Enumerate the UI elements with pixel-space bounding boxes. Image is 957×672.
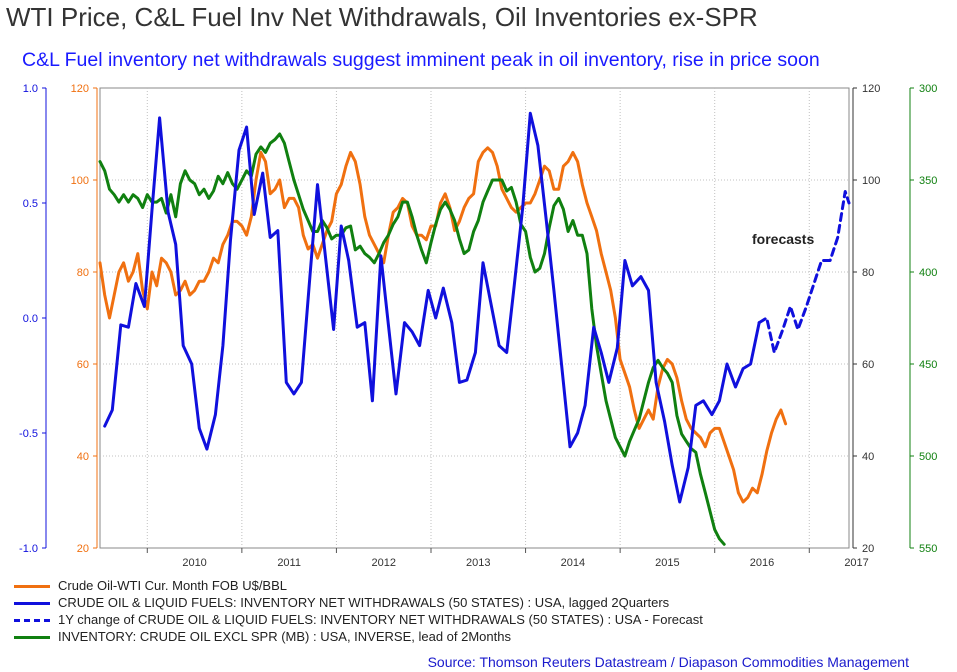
legend-item-inventory: INVENTORY: CRUDE OIL EXCL SPR (MB) : USA… — [14, 628, 703, 645]
legend-swatch-orange — [14, 585, 50, 589]
series-line-inventory — [98, 132, 726, 546]
source-note: Source: Thomson Reuters Datastream / Dia… — [427, 654, 909, 670]
series-layer — [98, 111, 851, 546]
forecasts-annotation: forecasts — [752, 231, 814, 247]
x-tick-label: 2015 — [655, 557, 679, 569]
x-tick-label: 2017 — [844, 557, 868, 569]
y-tick-label-black: 100 — [862, 175, 880, 187]
y-tick-label-green: 300 — [919, 83, 937, 95]
y-tick-label-green: 450 — [919, 359, 937, 371]
y-tick-label-black: 40 — [862, 451, 874, 463]
y-tick-label-orange: 80 — [77, 267, 89, 279]
x-tick-label: 2011 — [277, 557, 301, 569]
y-tick-label-orange: 120 — [71, 83, 89, 95]
legend-swatch-blue — [14, 602, 50, 606]
x-tick-label: 2012 — [371, 557, 395, 569]
legend-label: 1Y change of CRUDE OIL & LIQUID FUELS: I… — [58, 612, 703, 627]
y-tick-label-black: 120 — [862, 83, 880, 95]
y-tick-label-orange: 100 — [71, 175, 89, 187]
series-line-withdrawals — [103, 111, 761, 504]
y-tick-label-blue: -1.0 — [19, 543, 38, 555]
y-tick-label-blue: 1.0 — [23, 83, 38, 95]
y-tick-label-black: 20 — [862, 543, 874, 555]
x-tick-label: 2010 — [182, 557, 206, 569]
x-tick-label: 2013 — [466, 557, 490, 569]
grid-lines — [100, 88, 849, 548]
y-tick-label-orange: 20 — [77, 543, 89, 555]
legend-swatch-green — [14, 636, 50, 640]
y-tick-label-orange: 60 — [77, 359, 89, 371]
x-tick-label: 2014 — [561, 557, 585, 569]
legend-label: CRUDE OIL & LIQUID FUELS: INVENTORY NET … — [58, 595, 670, 610]
x-tick-label: 2016 — [750, 557, 774, 569]
legend-label: Crude Oil-WTI Cur. Month FOB U$/BBL — [58, 578, 288, 593]
legend-item-wti: Crude Oil-WTI Cur. Month FOB U$/BBL — [14, 577, 703, 594]
axes: 2010 2011 2012 2013 2014 2015 2016 2017 1.0 0.5 0.… — [19, 83, 937, 569]
y-tick-label-blue: 0.0 — [23, 313, 38, 325]
legend-item-withdrawals: CRUDE OIL & LIQUID FUELS: INVENTORY NET … — [14, 594, 703, 611]
legend-swatch-blue-dashed — [14, 619, 50, 623]
y-tick-label-green: 350 — [919, 175, 937, 187]
series-line-forecast — [757, 190, 851, 354]
y-tick-label-green: 550 — [919, 543, 937, 555]
y-tick-label-blue: 0.5 — [23, 198, 38, 210]
y-tick-label-orange: 40 — [77, 451, 89, 463]
chart-title: WTI Price, C&L Fuel Inv Net Withdrawals,… — [6, 2, 758, 32]
y-tick-label-black: 80 — [862, 267, 874, 279]
y-tick-label-blue: -0.5 — [19, 428, 38, 440]
legend: Crude Oil-WTI Cur. Month FOB U$/BBL CRUD… — [14, 577, 703, 645]
legend-item-forecast: 1Y change of CRUDE OIL & LIQUID FUELS: I… — [14, 611, 703, 628]
legend-label: INVENTORY: CRUDE OIL EXCL SPR (MB) : USA… — [58, 629, 511, 644]
series-line-wti — [98, 146, 788, 504]
chart-subtitle: C&L Fuel inventory net withdrawals sugge… — [22, 49, 820, 71]
y-tick-label-black: 60 — [862, 359, 874, 371]
y-tick-label-green: 400 — [919, 267, 937, 279]
y-tick-label-green: 500 — [919, 451, 937, 463]
